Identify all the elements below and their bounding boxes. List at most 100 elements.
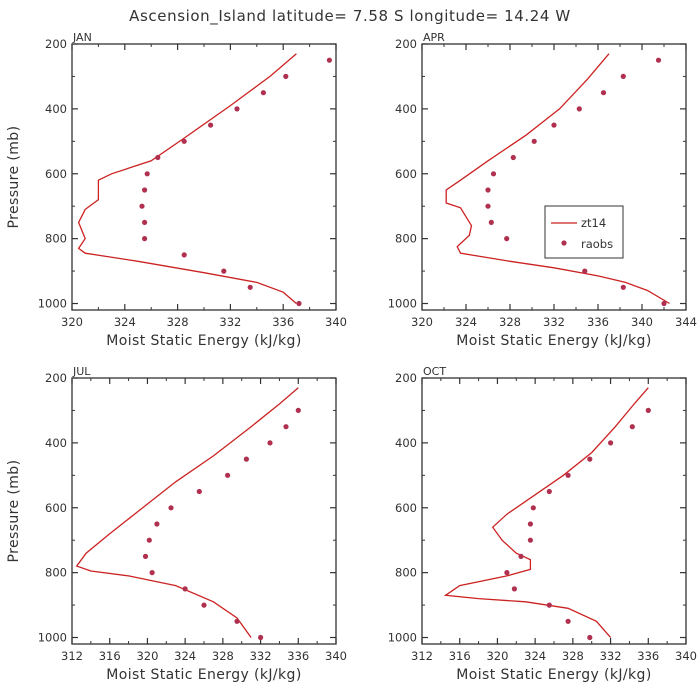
obs-point-apr-250 <box>655 57 662 63</box>
obs-point-jul-700 <box>146 537 152 543</box>
x-tick-label-oct-332: 332 <box>600 649 622 663</box>
series-line-zt14-apr <box>445 53 670 305</box>
legend-box <box>544 205 624 259</box>
x-tick-label-apr-328: 328 <box>499 315 521 329</box>
obs-point-jan-750 <box>142 219 148 225</box>
obs-point-apr-800 <box>504 236 510 242</box>
obs-point-jan-950 <box>247 284 253 290</box>
series-line-zt14-jul <box>75 387 299 638</box>
obs-point-oct-650 <box>527 521 534 527</box>
y-tick-label-jan-400: 400 <box>45 102 67 116</box>
legend-obs-label: raobs <box>581 237 613 251</box>
obs-point-jan-700 <box>139 203 145 209</box>
y-axis-label-jan: Pressure (mb) <box>6 126 22 229</box>
obs-point-jul-550 <box>196 488 202 495</box>
legend: zt14 raobs <box>544 205 624 259</box>
obs-point-oct-750 <box>518 553 524 560</box>
y-tick-label-apr-800: 800 <box>395 232 417 246</box>
x-axis-label-jan: Moist Static Energy (kJ/kg) <box>106 333 301 349</box>
obs-point-oct-400 <box>608 440 614 446</box>
x-tick-label-jan-324: 324 <box>114 315 136 329</box>
y-tick-label-jan-600: 600 <box>45 167 67 181</box>
x-tick-label-oct-316: 316 <box>449 649 471 663</box>
x-tick-label-apr-336: 336 <box>587 315 609 329</box>
x-tick-label-oct-336: 336 <box>637 649 659 663</box>
obs-point-oct-1000 <box>587 634 593 641</box>
obs-point-jan-450 <box>208 122 214 128</box>
panel-jan: JAN 200 400 600 800 1000 320 324 328 332 336 340 Moi… <box>6 31 347 349</box>
y-tick-label-apr-1000: 1000 <box>388 297 417 311</box>
obs-point-apr-400 <box>576 106 582 112</box>
obs-point-jul-400 <box>267 440 273 446</box>
obs-point-apr-950 <box>620 284 626 290</box>
panel-label-jul: JUL <box>72 365 91 378</box>
obs-point-jul-1000 <box>258 634 264 641</box>
obs-point-apr-350 <box>600 90 607 96</box>
obs-point-jul-800 <box>149 570 155 576</box>
y-tick-label-jul-800: 800 <box>45 566 67 580</box>
x-tick-label-apr-324: 324 <box>455 315 477 329</box>
legend-obs-swatch <box>561 240 567 246</box>
x-tick-label-jul-316: 316 <box>99 649 121 663</box>
obs-point-jul-650 <box>154 521 160 527</box>
obs-point-apr-300 <box>620 73 626 79</box>
obs-point-apr-750 <box>488 219 494 225</box>
obs-point-oct-600 <box>530 505 536 511</box>
y-tick-label-oct-400: 400 <box>395 436 417 450</box>
x-tick-label-jul-312: 312 <box>61 649 83 663</box>
obs-point-jul-300 <box>295 407 301 413</box>
x-tick-label-jan-320: 320 <box>61 315 83 329</box>
obs-point-apr-900 <box>582 268 588 274</box>
y-tick-label-oct-1000: 1000 <box>388 631 417 645</box>
obs-point-oct-950 <box>565 618 571 624</box>
x-tick-label-jan-328: 328 <box>167 315 189 329</box>
obs-point-apr-450 <box>551 122 557 128</box>
plot-frame-apr <box>421 43 687 311</box>
x-tick-label-oct-328: 328 <box>562 649 584 663</box>
x-tick-label-apr-340: 340 <box>631 315 653 329</box>
obs-point-apr-500 <box>531 138 537 144</box>
obs-point-jul-750 <box>142 553 149 560</box>
x-tick-label-jan-332: 332 <box>219 315 241 329</box>
obs-point-apr-650 <box>485 187 491 193</box>
x-axis-label-jul: Moist Static Energy (kJ/kg) <box>106 667 301 683</box>
obs-point-jul-950 <box>234 618 240 624</box>
obs-point-oct-700 <box>527 537 534 543</box>
series-line-zt14-jan <box>77 53 297 304</box>
y-tick-label-jul-1000: 1000 <box>38 631 67 645</box>
obs-point-jan-550 <box>155 154 161 161</box>
x-tick-label-oct-340: 340 <box>675 649 697 663</box>
obs-point-jul-600 <box>168 505 174 511</box>
obs-point-apr-600 <box>490 171 497 177</box>
x-tick-label-jul-324: 324 <box>174 649 196 663</box>
plot-frame-oct <box>421 377 687 645</box>
x-tick-label-jul-320: 320 <box>136 649 158 663</box>
obs-point-jan-400 <box>234 106 240 112</box>
y-tick-label-apr-400: 400 <box>395 102 417 116</box>
y-tick-label-jan-800: 800 <box>45 232 67 246</box>
panel-label-jan: JAN <box>72 31 92 44</box>
legend-model-label: zt14 <box>581 216 606 230</box>
x-tick-label-apr-320: 320 <box>411 315 433 329</box>
x-tick-label-apr-332: 332 <box>543 315 565 329</box>
obs-point-jul-500 <box>225 472 231 478</box>
figure-title: Ascension_Island latitude= 7.58 S longit… <box>129 7 571 26</box>
x-tick-label-oct-312: 312 <box>411 649 433 663</box>
y-axis-label-jul: Pressure (mb) <box>6 460 22 563</box>
obs-point-jul-350 <box>283 424 289 430</box>
obs-point-oct-900 <box>546 602 552 608</box>
obs-point-jul-850 <box>182 586 188 592</box>
obs-point-oct-550 <box>546 488 552 495</box>
obs-point-oct-800 <box>504 570 510 576</box>
x-tick-label-jul-328: 328 <box>212 649 234 663</box>
y-tick-label-jul-600: 600 <box>45 501 67 515</box>
obs-point-apr-1000 <box>661 300 667 307</box>
panel-label-oct: OCT <box>423 365 446 378</box>
obs-point-jul-900 <box>201 602 207 608</box>
obs-point-jan-1000 <box>296 300 302 307</box>
obs-point-oct-500 <box>565 472 571 478</box>
obs-point-jan-300 <box>283 73 289 79</box>
x-tick-label-jul-340: 340 <box>325 649 347 663</box>
series-line-zt14-oct <box>443 387 649 638</box>
